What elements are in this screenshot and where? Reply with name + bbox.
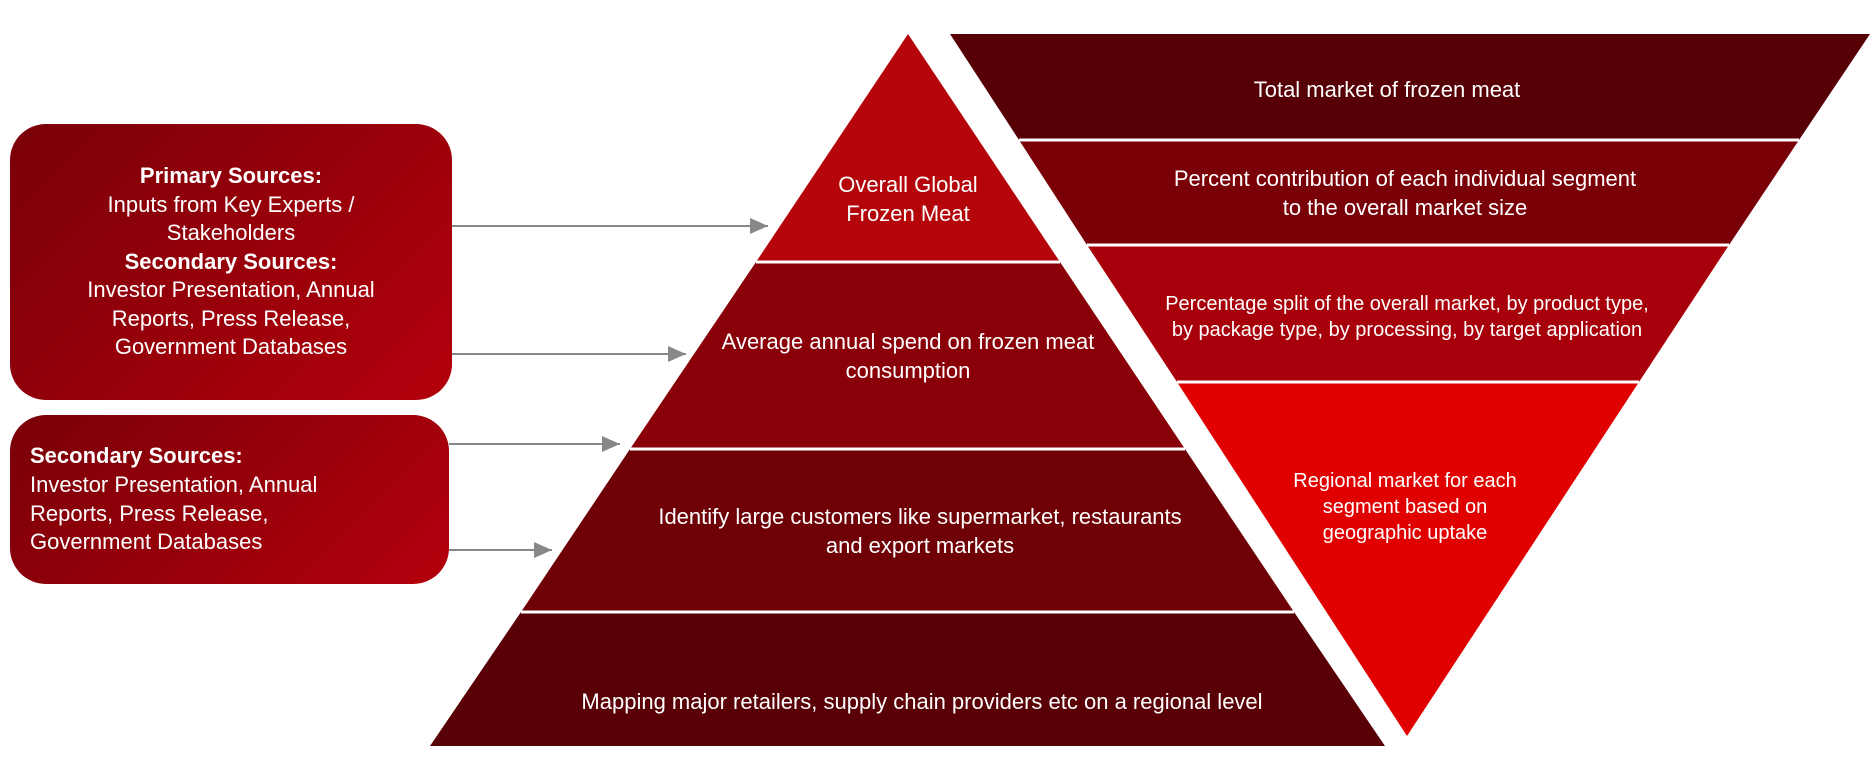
- inverted-level: [1019, 140, 1799, 245]
- source-text: Inputs from Key Experts / Stakeholders: [107, 191, 355, 246]
- source-heading: Secondary Sources:: [30, 443, 243, 469]
- pyramid-level: [756, 34, 1060, 262]
- inverted-level: [1087, 245, 1729, 382]
- inverted-label: Percent contribution of each individual …: [1173, 166, 1637, 220]
- source-box: Primary Sources: Inputs from Key Experts…: [10, 124, 452, 400]
- pyramid-level: [630, 262, 1185, 449]
- source-box: Secondary Sources: Investor Presentation…: [10, 415, 449, 584]
- pyramid-label: Identify large customers like supermarke…: [658, 504, 1182, 558]
- source-heading: Secondary Sources:: [124, 248, 338, 274]
- pyramid-label: Mapping major retailers, supply chain pr…: [581, 688, 1263, 714]
- pyramid-level: [430, 612, 1385, 746]
- inverted-label: Percentage split of the overall market, …: [1165, 293, 1649, 341]
- inverted-label: Regional market for each segment based o…: [1293, 470, 1517, 544]
- inverted-label: Total market of frozen meat: [1253, 76, 1521, 102]
- source-text: Investor Presentation, Annual Reports, P…: [30, 471, 318, 555]
- pyramid-label: Average annual spend on frozen meat cons…: [721, 329, 1095, 383]
- source-text: Investor Presentation, Annual Reports, P…: [87, 277, 375, 360]
- pyramid-label: Overall Global Frozen Meat: [838, 172, 978, 226]
- inverted-level: [1177, 382, 1639, 736]
- pyramid-level: [521, 449, 1294, 612]
- inverted-level: [950, 34, 1870, 140]
- source-heading: Primary Sources:: [139, 162, 323, 188]
